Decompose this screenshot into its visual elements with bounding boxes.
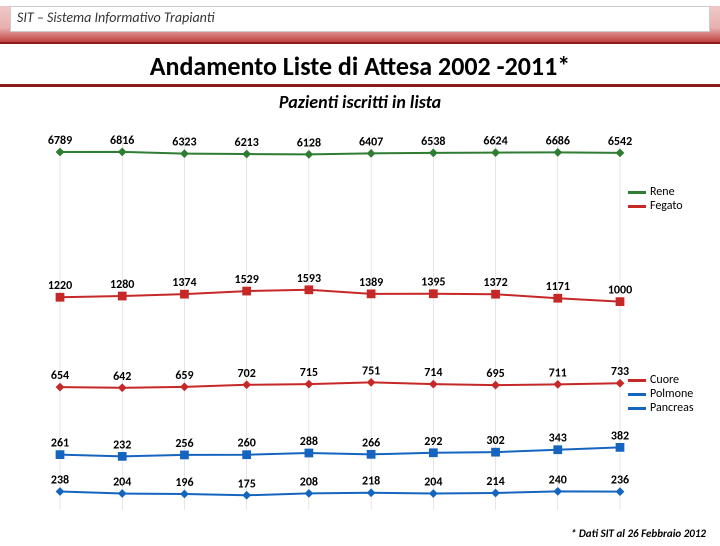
svg-text:1529: 1529 xyxy=(235,273,259,287)
svg-text:1000: 1000 xyxy=(608,284,632,298)
svg-text:6789: 6789 xyxy=(48,134,72,148)
svg-text:6542: 6542 xyxy=(608,135,632,149)
header-text: SIT – Sistema Informativo Trapianti xyxy=(10,6,710,32)
legend-item-pancreas: Pancreas xyxy=(628,401,694,415)
svg-text:6407: 6407 xyxy=(359,135,383,149)
svg-text:715: 715 xyxy=(300,366,318,380)
svg-text:382: 382 xyxy=(611,429,629,443)
svg-text:261: 261 xyxy=(51,437,69,451)
svg-text:695: 695 xyxy=(486,367,504,381)
svg-text:6128: 6128 xyxy=(297,136,321,150)
chart-subtitle: Pazienti iscritti in lista xyxy=(0,91,720,113)
svg-text:214: 214 xyxy=(486,475,504,489)
page-title: Andamento Liste di Attesa 2002 -2011* xyxy=(0,50,720,87)
svg-text:260: 260 xyxy=(238,437,256,451)
footnote: * Dati SIT al 26 Febbraio 2012 xyxy=(571,527,706,540)
svg-text:1395: 1395 xyxy=(421,276,445,290)
legend-top: ReneFegato xyxy=(628,185,683,213)
svg-text:702: 702 xyxy=(238,367,256,381)
legend-item-rene: Rene xyxy=(628,185,683,199)
svg-text:1280: 1280 xyxy=(110,278,134,292)
svg-text:266: 266 xyxy=(362,436,380,450)
svg-text:659: 659 xyxy=(175,369,193,383)
svg-text:642: 642 xyxy=(113,370,131,384)
svg-text:288: 288 xyxy=(300,435,318,449)
svg-text:6213: 6213 xyxy=(235,136,259,150)
line-chart: 6789681663236213612864076538662466866542… xyxy=(10,115,710,515)
header-band: SIT – Sistema Informativo Trapianti xyxy=(0,6,720,44)
svg-text:1171: 1171 xyxy=(546,280,570,294)
svg-text:6323: 6323 xyxy=(172,136,196,150)
svg-text:240: 240 xyxy=(549,473,567,487)
svg-text:236: 236 xyxy=(611,474,629,488)
svg-text:302: 302 xyxy=(486,434,504,448)
svg-text:343: 343 xyxy=(549,432,567,446)
chart-area: 6789681663236213612864076538662466866542… xyxy=(10,115,710,515)
svg-text:6816: 6816 xyxy=(110,134,134,148)
legend-item-cuore: Cuore xyxy=(628,373,694,387)
svg-text:256: 256 xyxy=(175,437,193,451)
svg-text:1220: 1220 xyxy=(48,279,72,293)
svg-text:1372: 1372 xyxy=(483,276,507,290)
legend-item-polmone: Polmone xyxy=(628,387,694,401)
svg-text:218: 218 xyxy=(362,475,380,489)
svg-text:1593: 1593 xyxy=(297,272,321,286)
svg-text:196: 196 xyxy=(175,476,193,490)
svg-text:751: 751 xyxy=(362,364,380,378)
legend-bottom: CuorePolmonePancreas xyxy=(628,373,694,415)
svg-text:175: 175 xyxy=(238,477,256,491)
svg-text:6538: 6538 xyxy=(421,135,445,149)
svg-text:232: 232 xyxy=(113,438,131,452)
legend-item-fegato: Fegato xyxy=(628,199,683,213)
svg-text:733: 733 xyxy=(611,365,629,379)
svg-text:711: 711 xyxy=(549,366,567,380)
svg-text:204: 204 xyxy=(424,476,442,490)
svg-text:292: 292 xyxy=(424,435,442,449)
svg-text:6624: 6624 xyxy=(483,135,507,149)
svg-text:6686: 6686 xyxy=(546,134,570,148)
svg-text:1374: 1374 xyxy=(172,276,196,290)
svg-text:1389: 1389 xyxy=(359,276,383,290)
svg-text:714: 714 xyxy=(424,366,442,380)
svg-text:204: 204 xyxy=(113,476,131,490)
svg-text:208: 208 xyxy=(300,475,318,489)
svg-text:238: 238 xyxy=(51,474,69,488)
svg-text:654: 654 xyxy=(51,369,69,383)
